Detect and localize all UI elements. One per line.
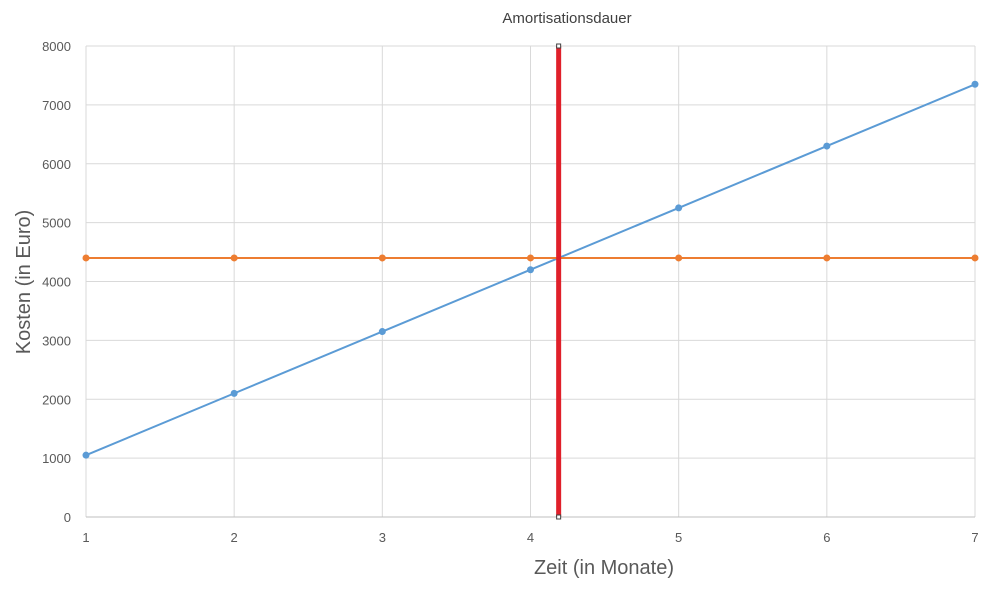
x-axis-title: Zeit (in Monate) — [534, 557, 674, 579]
y-tick-label: 6000 — [42, 157, 71, 172]
x-tick-label: 3 — [379, 530, 386, 545]
y-axis-title: Kosten (in Euro) — [13, 210, 35, 355]
series-group — [82, 80, 979, 459]
x-tick-label: 4 — [527, 530, 534, 545]
amortization-marker — [556, 43, 562, 520]
y-tick-label: 2000 — [42, 392, 71, 407]
marker-bar — [556, 46, 562, 517]
x-tick-label: 5 — [675, 530, 682, 545]
data-point — [378, 328, 386, 336]
data-point — [82, 451, 90, 459]
y-tick-label: 8000 — [42, 39, 71, 54]
marker-handle-top — [556, 43, 562, 49]
y-tick-label: 5000 — [42, 216, 71, 231]
marker-handle-bottom — [556, 514, 562, 520]
data-point — [823, 142, 831, 150]
data-point — [675, 254, 683, 262]
y-tick-label: 1000 — [42, 451, 71, 466]
data-point — [527, 266, 534, 274]
chart-title: Amortisationsdauer — [502, 10, 631, 27]
x-tick-label: 1 — [82, 530, 89, 545]
y-tick-label: 4000 — [42, 275, 71, 290]
x-tick-label: 7 — [971, 530, 978, 545]
data-point — [823, 254, 831, 262]
data-point — [378, 254, 386, 262]
data-point — [971, 254, 979, 262]
y-tick-label: 0 — [64, 510, 71, 525]
data-point — [82, 254, 90, 262]
data-point — [527, 254, 534, 262]
data-point — [971, 80, 979, 88]
x-axis-ticks: 1 2 3 4 5 6 7 — [82, 530, 978, 545]
y-axis-ticks: 0 1000 2000 3000 4000 5000 6000 7000 8000 — [42, 39, 71, 525]
y-tick-label: 7000 — [42, 98, 71, 113]
data-point — [230, 389, 238, 397]
data-point — [675, 204, 683, 212]
x-tick-label: 2 — [231, 530, 238, 545]
grid — [85, 45, 976, 518]
data-point — [230, 254, 238, 262]
x-tick-label: 6 — [823, 530, 830, 545]
y-tick-label: 3000 — [42, 333, 71, 348]
